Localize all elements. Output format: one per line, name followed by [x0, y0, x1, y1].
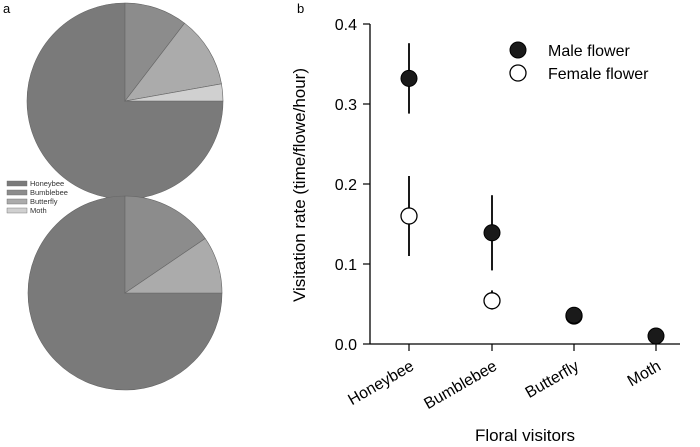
panel-label-a: a [3, 1, 11, 16]
x-tick-label-moth: Moth [625, 358, 664, 391]
legend-marker-male [509, 41, 527, 59]
y-tick-label: 0.3 [335, 97, 357, 114]
pie-chart-top [26, 2, 224, 200]
y-tick-label: 0.0 [335, 337, 357, 354]
x-tick-label-bumblebee: Bumblebee [421, 358, 500, 413]
x-axis-title: Floral visitors [475, 426, 575, 445]
pie-legend-label-3: Moth [30, 206, 47, 215]
data-points [400, 69, 665, 345]
y-axis-title: Visitation rate (time/flowe/hour) [290, 68, 309, 302]
pie-legend-swatch-2 [6, 198, 28, 205]
panel-label-b: b [297, 1, 304, 16]
pie-bottom-slice-butterfly [124, 238, 223, 294]
pie-bottom-slice-honeybee [27, 195, 223, 391]
pie-legend: Honeybee Bumblebee Butterfly Moth [6, 179, 68, 215]
x-ticks: Honeybee Bumblebee Butterfly Moth [345, 344, 664, 413]
point-male-flower-moth [647, 327, 665, 345]
scatter-legend: Male flower Female flower [509, 41, 649, 83]
legend-marker-female [509, 64, 527, 82]
y-ticks: 0.0 0.1 0.2 0.3 0.4 [335, 17, 370, 354]
pie-legend-swatch-0 [6, 180, 28, 187]
point-female-flower-bumblebee [483, 292, 501, 310]
pie-legend-label-0: Honeybee [30, 179, 64, 188]
y-tick-label: 0.1 [335, 257, 357, 274]
point-male-flower-butterfly [565, 306, 583, 324]
pie-legend-label-1: Bumblebee [30, 188, 68, 197]
pie-top-slice-butterfly [124, 22, 222, 102]
point-female-flower-honeybee [400, 207, 418, 225]
y-tick-label: 0.2 [335, 177, 357, 194]
point-male-flower-honeybee [400, 69, 418, 87]
x-tick-label-butterfly: Butterfly [523, 358, 582, 402]
y-tick-label: 0.4 [335, 17, 357, 34]
pie-chart-bottom [27, 195, 223, 391]
point-male-flower-bumblebee [483, 224, 501, 242]
pie-legend-swatch-1 [6, 189, 28, 196]
pie-bottom-slice-bumblebee [124, 195, 206, 294]
legend-label-male: Male flower [548, 43, 630, 60]
pie-top-slice-moth [124, 83, 224, 102]
legend-label-female: Female flower [548, 66, 649, 83]
x-tick-label-honeybee: Honeybee [345, 358, 417, 409]
error-bars [408, 43, 575, 320]
pie-legend-label-2: Butterfly [30, 197, 58, 206]
pie-legend-swatch-3 [6, 207, 28, 214]
pie-top-slice-honeybee [26, 2, 224, 200]
